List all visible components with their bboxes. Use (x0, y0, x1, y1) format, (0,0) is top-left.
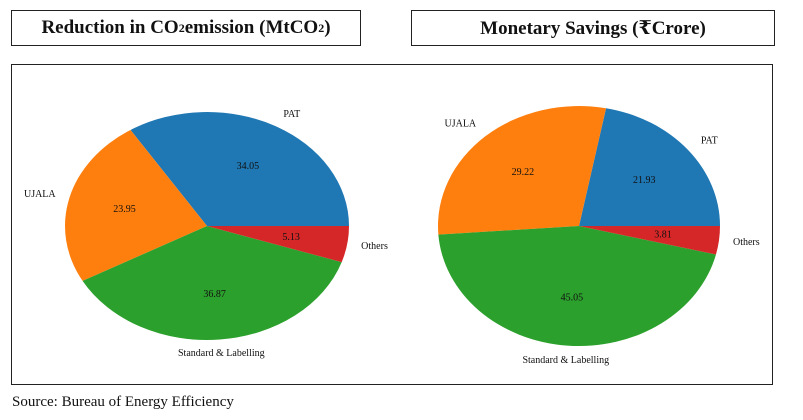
pie-value-label-co2-pat: 34.05 (237, 161, 260, 172)
title-co2-mid: emission (MtCO (184, 17, 319, 38)
title-co2-sub: 2 (178, 20, 185, 35)
pie-slice-co2-standard-labelling (82, 226, 342, 341)
chart-title-co2: Reduction in CO 2 emission (MtCO 2) (11, 10, 361, 46)
pie-category-label-savings-pat: PAT (701, 136, 718, 147)
pie-slice-savings-ujala (438, 105, 607, 235)
pie-category-label-savings-standard-labelling: Standard & Labelling (522, 355, 609, 366)
pie-slice-savings-standard-labelling (438, 226, 716, 347)
pie-category-label-co2-others: Others (361, 241, 388, 252)
chart-title-savings: Monetary Savings (₹Crore) (411, 10, 775, 46)
pie-slice-co2-ujala (65, 129, 207, 281)
pie-charts-svg: 34.05 PAT 23.95 UJALA 36.87 Standard & Labell… (24, 105, 760, 366)
pie-category-label-co2-ujala: UJALA (24, 189, 56, 200)
pie-category-label-co2-standard-labelling: Standard & Labelling (178, 348, 265, 359)
pie-value-label-savings-ujala: 29.22 (512, 167, 535, 178)
pie-value-label-savings-others: 3.81 (654, 230, 672, 241)
source-note: Source: Bureau of Energy Efficiency (12, 394, 234, 410)
pie-value-label-co2-others: 5.13 (282, 232, 300, 243)
pie-slice-savings-others (579, 226, 720, 255)
pie-category-label-co2-pat: PAT (283, 109, 300, 120)
title-co2-suffix: ) (324, 17, 331, 38)
pie-slice-savings-pat (579, 108, 720, 226)
pie-value-label-savings-standard-labelling: 45.05 (561, 293, 584, 304)
pie-category-label-savings-ujala: UJALA (444, 119, 476, 130)
pie-category-label-savings-others: Others (733, 237, 760, 248)
pie-value-label-co2-standard-labelling: 36.87 (203, 289, 226, 300)
pie-slice-co2-pat (130, 112, 349, 226)
title-co2-sub2: 2 (318, 20, 325, 35)
pie-value-label-savings-pat: 21.93 (633, 175, 656, 186)
pie-slice-co2-others (207, 226, 349, 263)
pie-value-label-co2-ujala: 23.95 (113, 204, 136, 215)
chart-frame: 34.05 PAT 23.95 UJALA 36.87 Standard & Labell… (11, 64, 773, 385)
title-co2-prefix: Reduction in CO (41, 17, 179, 38)
